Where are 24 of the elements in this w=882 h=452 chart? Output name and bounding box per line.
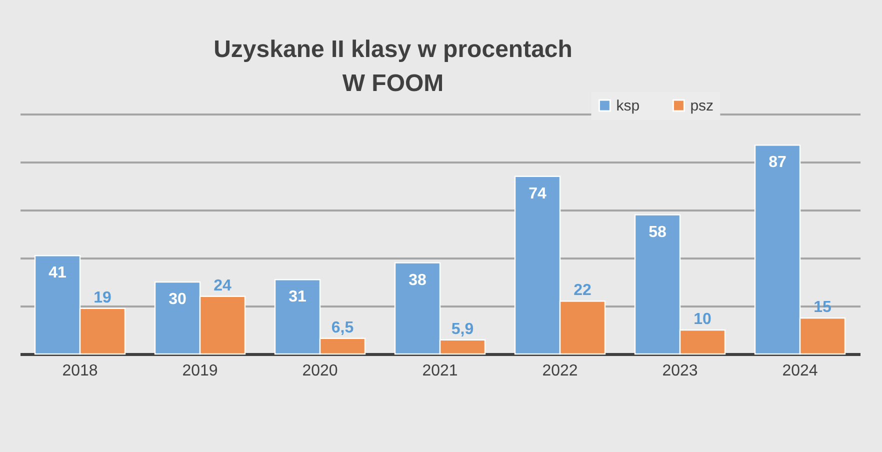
- x-tick-label: 2021: [422, 362, 458, 380]
- data-label: 6,5: [331, 319, 354, 336]
- data-label: 22: [574, 282, 592, 300]
- data-label: 58: [648, 224, 666, 241]
- chart-title: Uzyskane II klasy w procentach W FOOM: [214, 36, 572, 97]
- data-label: 5,9: [451, 320, 474, 338]
- data-label: 31: [288, 288, 306, 306]
- x-tick-label: 2022: [542, 362, 578, 380]
- data-label: 30: [168, 291, 186, 308]
- data-label: 41: [48, 264, 66, 282]
- x-tick-label: 2018: [62, 362, 98, 380]
- data-label: 38: [408, 272, 426, 289]
- data-label: 24: [214, 277, 232, 294]
- data-label: 15: [814, 299, 832, 316]
- data-label: 19: [94, 289, 112, 306]
- data-label: 87: [768, 154, 786, 172]
- legend-label: psz: [690, 98, 714, 115]
- x-tick-label: 2020: [302, 362, 338, 380]
- data-label: 74: [528, 185, 546, 202]
- legend-label: ksp: [616, 98, 640, 115]
- data-label: 10: [694, 311, 712, 328]
- x-tick-label: 2019: [182, 362, 218, 380]
- x-tick-label: 2024: [782, 362, 818, 380]
- x-tick-label: 2023: [662, 362, 698, 380]
